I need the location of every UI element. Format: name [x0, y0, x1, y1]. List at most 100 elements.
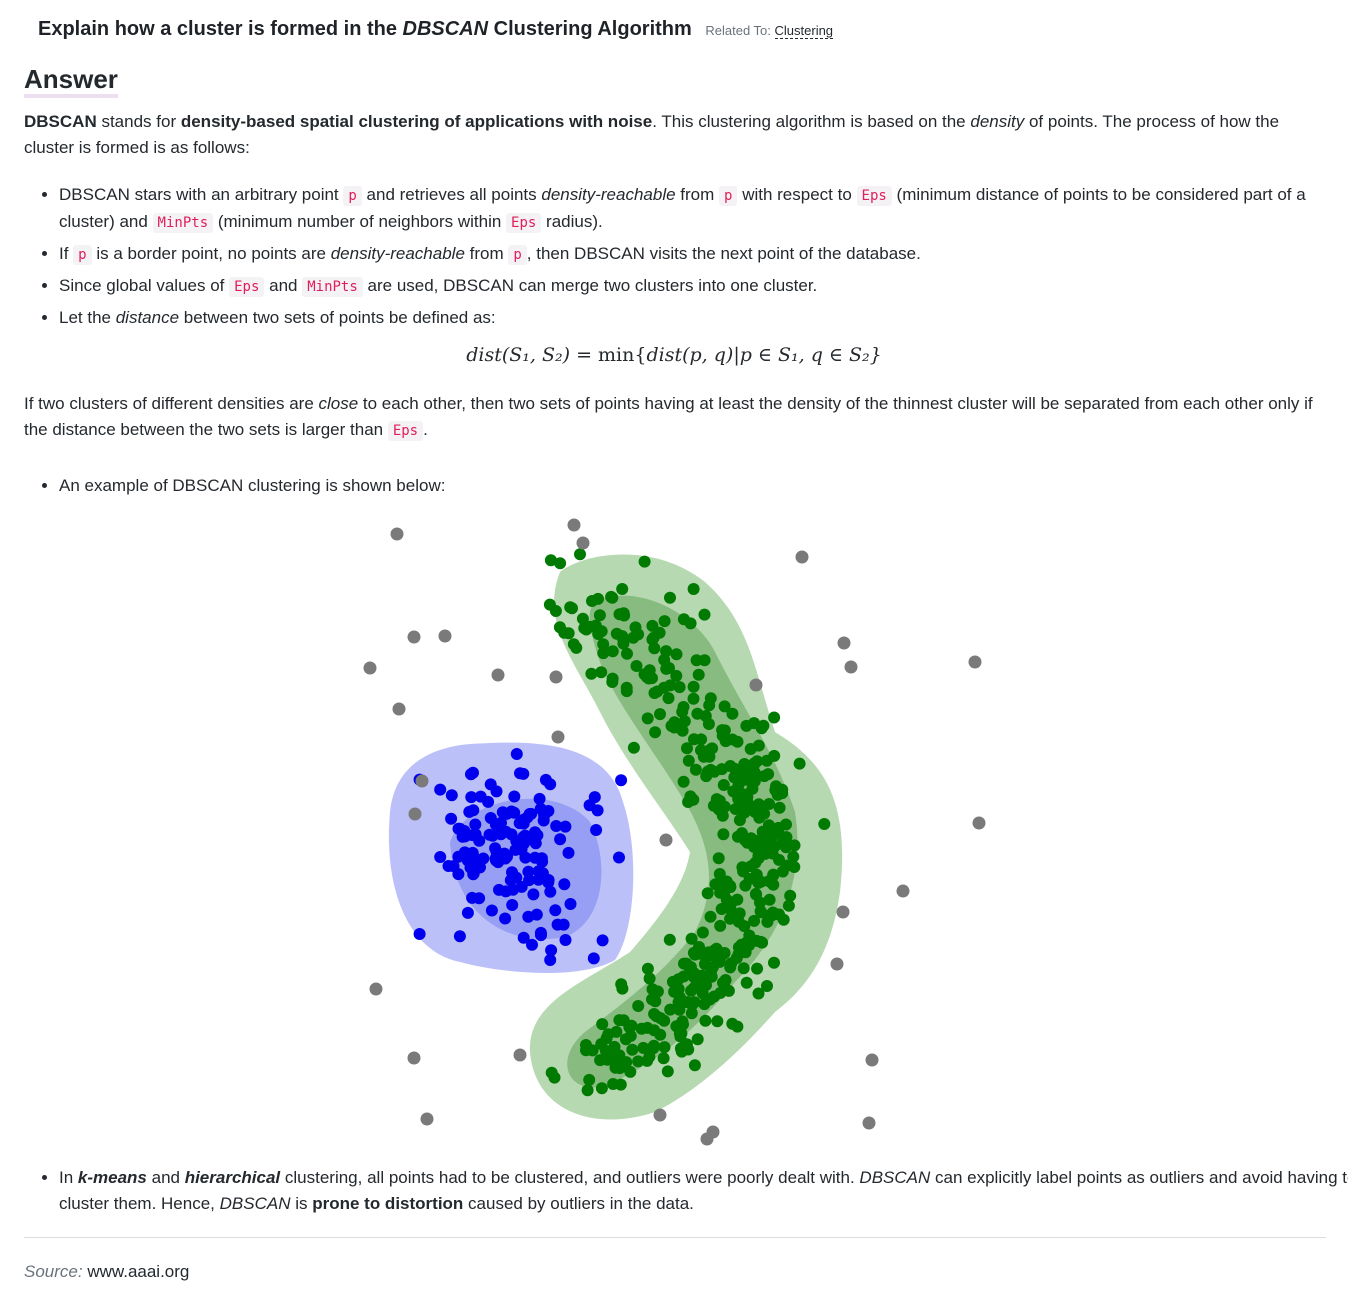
green-cluster-point — [648, 642, 661, 655]
green-cluster-point — [606, 591, 619, 604]
blue-cluster-point — [545, 944, 558, 957]
green-cluster-point — [776, 787, 789, 800]
noise-point — [438, 629, 452, 643]
title-text-emphasis: DBSCAN — [402, 18, 489, 40]
green-cluster-point — [643, 1050, 656, 1063]
green-cluster-point — [717, 779, 730, 791]
blue-cluster-point — [500, 850, 513, 863]
code-p: p — [508, 245, 527, 265]
blue-cluster-point — [453, 930, 466, 943]
green-cluster-point — [613, 1052, 626, 1065]
list-item-example: An example of DBSCAN clustering is shown… — [59, 473, 1348, 499]
green-cluster-point — [718, 700, 731, 713]
blue-cluster-point — [517, 931, 530, 944]
green-cluster-point — [748, 914, 761, 927]
code-p: p — [719, 186, 738, 206]
green-cluster-point — [696, 987, 709, 1000]
green-cluster-point — [583, 1073, 596, 1086]
green-cluster-point — [597, 638, 610, 651]
green-cluster-point — [685, 932, 698, 945]
green-cluster-point — [597, 647, 610, 660]
green-cluster-point — [682, 754, 695, 767]
blue-cluster-point — [517, 833, 530, 846]
green-cluster-point — [620, 685, 633, 698]
green-cluster-point — [646, 672, 658, 685]
green-cluster-point — [630, 660, 643, 672]
source-line: Source: www.aaai.org — [24, 1262, 189, 1282]
green-cluster-point — [544, 554, 557, 567]
green-cluster-point — [709, 878, 722, 891]
green-cluster-point — [753, 811, 766, 824]
blue-cluster-point — [559, 820, 572, 833]
blue-cluster-point — [536, 855, 549, 868]
code-minpts: MinPts — [152, 213, 214, 233]
green-cluster-point — [787, 850, 800, 863]
green-cluster-point — [566, 602, 578, 615]
green-cluster-point — [686, 998, 699, 1011]
green-cluster-point — [574, 548, 586, 561]
green-cluster-point — [691, 707, 704, 720]
list-item-border-point: If p is a border point, no points are de… — [59, 241, 1348, 268]
green-cluster-point — [698, 958, 711, 971]
blue-cluster-point — [467, 766, 479, 779]
blue-cluster-point — [500, 825, 512, 838]
green-cluster-point — [643, 972, 656, 985]
blue-cluster-point — [467, 867, 480, 880]
green-cluster-point — [762, 768, 775, 781]
green-cluster-point — [664, 1003, 677, 1016]
green-cluster-point — [752, 876, 765, 889]
noise-point — [390, 527, 404, 541]
green-cluster-point — [766, 906, 779, 919]
code-p: p — [73, 245, 92, 265]
green-cluster-point — [670, 669, 683, 682]
green-cluster-point — [705, 970, 718, 983]
blue-cluster-point — [469, 818, 482, 831]
green-cluster-point — [688, 1059, 701, 1072]
green-cluster-point — [726, 707, 739, 720]
close-clusters-paragraph: If two clusters of different densities a… — [24, 394, 1313, 441]
noise-point — [491, 668, 505, 682]
blue-cluster-point — [590, 824, 603, 836]
blue-cluster-point — [465, 791, 478, 804]
green-cluster-point — [695, 744, 707, 757]
green-cluster-point — [687, 680, 700, 693]
green-cluster-point — [768, 956, 780, 969]
blue-cluster-point — [506, 899, 519, 911]
list-item-global-values: Since global values of Eps and MinPts ar… — [59, 273, 1348, 300]
green-cluster-point — [708, 990, 721, 1003]
green-cluster-point — [606, 676, 619, 688]
green-cluster-point — [595, 1038, 608, 1050]
green-cluster-point — [766, 847, 779, 860]
green-cluster-point — [676, 724, 689, 737]
noise-point — [865, 1053, 879, 1067]
green-cluster-point — [729, 803, 742, 815]
blue-cluster-point — [467, 804, 480, 817]
blue-cluster-point — [525, 807, 538, 820]
answer-heading: Answer — [24, 64, 118, 98]
green-cluster-point — [740, 976, 753, 989]
green-cluster-point — [672, 973, 685, 986]
green-cluster-point — [763, 875, 776, 888]
blue-cluster-point — [551, 918, 564, 931]
noise-point — [972, 816, 986, 830]
green-cluster-point — [673, 1003, 686, 1016]
noise-point — [567, 518, 581, 532]
blue-cluster-point — [527, 888, 540, 901]
noise-point — [862, 1116, 876, 1130]
green-cluster-point — [689, 763, 702, 776]
noise-point — [551, 730, 565, 744]
code-eps: Eps — [856, 186, 892, 206]
noise-point — [836, 905, 850, 919]
blue-cluster-point — [505, 805, 518, 818]
green-cluster-point — [596, 1018, 609, 1031]
green-cluster-point — [621, 647, 633, 660]
blue-cluster-point — [535, 929, 547, 942]
green-cluster-point — [664, 591, 676, 604]
green-cluster-point — [618, 609, 631, 622]
blue-cluster-point — [532, 865, 545, 878]
green-cluster-point — [754, 905, 767, 918]
blue-cluster-point — [559, 934, 572, 946]
green-cluster-point — [626, 1043, 639, 1056]
related-link-clustering[interactable]: Clustering — [774, 23, 834, 39]
green-cluster-point — [646, 619, 659, 632]
